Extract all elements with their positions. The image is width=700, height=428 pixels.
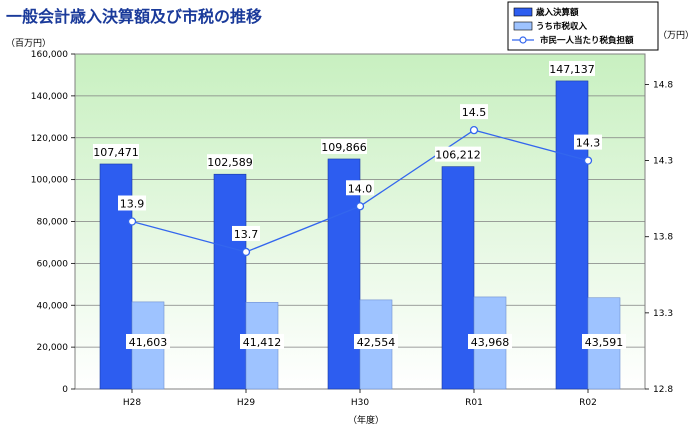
revenue-label-bg <box>321 138 367 154</box>
tax-burden-label-R02: 14.3 <box>576 137 601 150</box>
tax-burden-point-R01 <box>469 125 479 135</box>
legend-label-tax-burden: 市民一人当たり税負担額 <box>540 35 634 46</box>
revenue-label-H30: 109,866 <box>321 141 367 154</box>
left-y-tick-label: 140,000 <box>31 92 68 102</box>
x-axis: H28 H29 H30 R01 R02 <box>123 389 597 408</box>
revenue-label-bg <box>549 60 595 76</box>
tax-burden-point-H30 <box>355 202 365 211</box>
tax-burden-point-R02 <box>583 156 593 165</box>
left-y-axis: 0 20,000 40,000 60,000 80,000 100,000 120,000 1… <box>31 50 75 395</box>
legend-box <box>507 1 659 51</box>
city-tax-label-bg <box>468 334 512 349</box>
city-tax-label-bg <box>582 334 626 349</box>
data-labels: 107,471 41,603 102,589 41,412 109,866 42,554 1… <box>93 60 626 349</box>
revenue-label-H29: 102,589 <box>207 156 253 169</box>
legend-swatch-revenue <box>513 7 533 17</box>
tax-burden-label-bg <box>346 180 374 196</box>
legend-label-revenue: 歳入決算額 <box>535 7 579 18</box>
right-y-tick-label: 14.3 <box>653 157 673 167</box>
left-y-tick-label: 120,000 <box>31 134 68 144</box>
left-y-tick-label: 40,000 <box>37 301 69 311</box>
legend-marker-tax-burden <box>519 36 527 44</box>
city-tax-label-R01: 43,968 <box>471 336 510 349</box>
x-tick-label-R02: R02 <box>579 398 597 408</box>
tax-burden-label-bg <box>232 225 260 241</box>
right-y-tick-label: 12.8 <box>653 385 673 395</box>
city-tax-label-bg <box>240 334 284 349</box>
tax-burden-point-H29 <box>241 247 251 257</box>
city-tax-label-bg <box>126 334 170 349</box>
right-axis-unit: （万円） <box>658 30 694 41</box>
x-tick-label-H28: H28 <box>123 398 141 408</box>
city-tax-label-H30: 42,554 <box>357 336 396 349</box>
tax-burden-label-bg <box>118 195 146 211</box>
legend-label-city-tax: うち市税収入 <box>536 21 588 32</box>
right-y-tick-label: 13.3 <box>653 309 673 319</box>
chart-title: 一般会計歳入決算額及び市税の推移 <box>6 7 262 26</box>
tax-burden-label-H28: 13.9 <box>120 198 145 211</box>
legend-swatch-city-tax <box>513 21 533 31</box>
tax-burden-label-bg <box>574 134 602 150</box>
left-y-tick-label: 60,000 <box>37 259 69 269</box>
city-tax-label-H29: 41,412 <box>243 336 282 349</box>
left-y-tick-label: 160,000 <box>31 50 68 60</box>
x-tick-label-R01: R01 <box>465 398 483 408</box>
x-axis-title: （年度） <box>348 414 384 426</box>
revenue-label-bg <box>93 143 139 159</box>
revenue-label-bg <box>435 146 481 162</box>
left-y-tick-label: 80,000 <box>37 218 69 228</box>
revenue-label-bg <box>207 154 253 170</box>
x-tick-label-H30: H30 <box>351 398 369 408</box>
bar-revenue-H29 <box>213 173 247 390</box>
tax-burden-label-bg <box>460 104 488 120</box>
tax-burden-line: 13.9 13.7 14.0 14.5 14.3 <box>118 104 602 257</box>
bar-revenue-R01 <box>441 166 475 390</box>
city-tax-label-H28: 41,603 <box>129 336 168 349</box>
revenue-label-R02: 147,137 <box>549 63 595 76</box>
bar-revenue-H30 <box>327 158 361 390</box>
tax-burden-label-R01: 14.5 <box>462 106 487 119</box>
revenue-label-H28: 107,471 <box>93 146 139 159</box>
city-tax-label-R02: 43,591 <box>585 336 624 349</box>
right-y-tick-label: 14.8 <box>653 80 673 90</box>
left-y-tick-label: 20,000 <box>37 343 69 353</box>
right-y-tick-label: 13.8 <box>653 233 673 243</box>
left-y-tick-label: 100,000 <box>31 176 68 186</box>
left-y-tick-label: 0 <box>62 385 68 395</box>
tax-burden-point-H28 <box>127 217 137 226</box>
left-axis-unit: （百万円） <box>6 38 51 49</box>
city-tax-label-bg <box>354 334 398 349</box>
revenue-label-R01: 106,212 <box>435 149 481 162</box>
tax-burden-label-H30: 14.0 <box>348 182 373 195</box>
tax-burden-label-H29: 13.7 <box>234 228 259 241</box>
x-tick-label-H29: H29 <box>237 398 255 408</box>
legend: 歳入決算額 うち市税収入 市民一人当たり税負担額 <box>507 1 659 51</box>
right-y-axis: 12.8 13.3 13.8 14.3 14.8 <box>645 80 673 395</box>
